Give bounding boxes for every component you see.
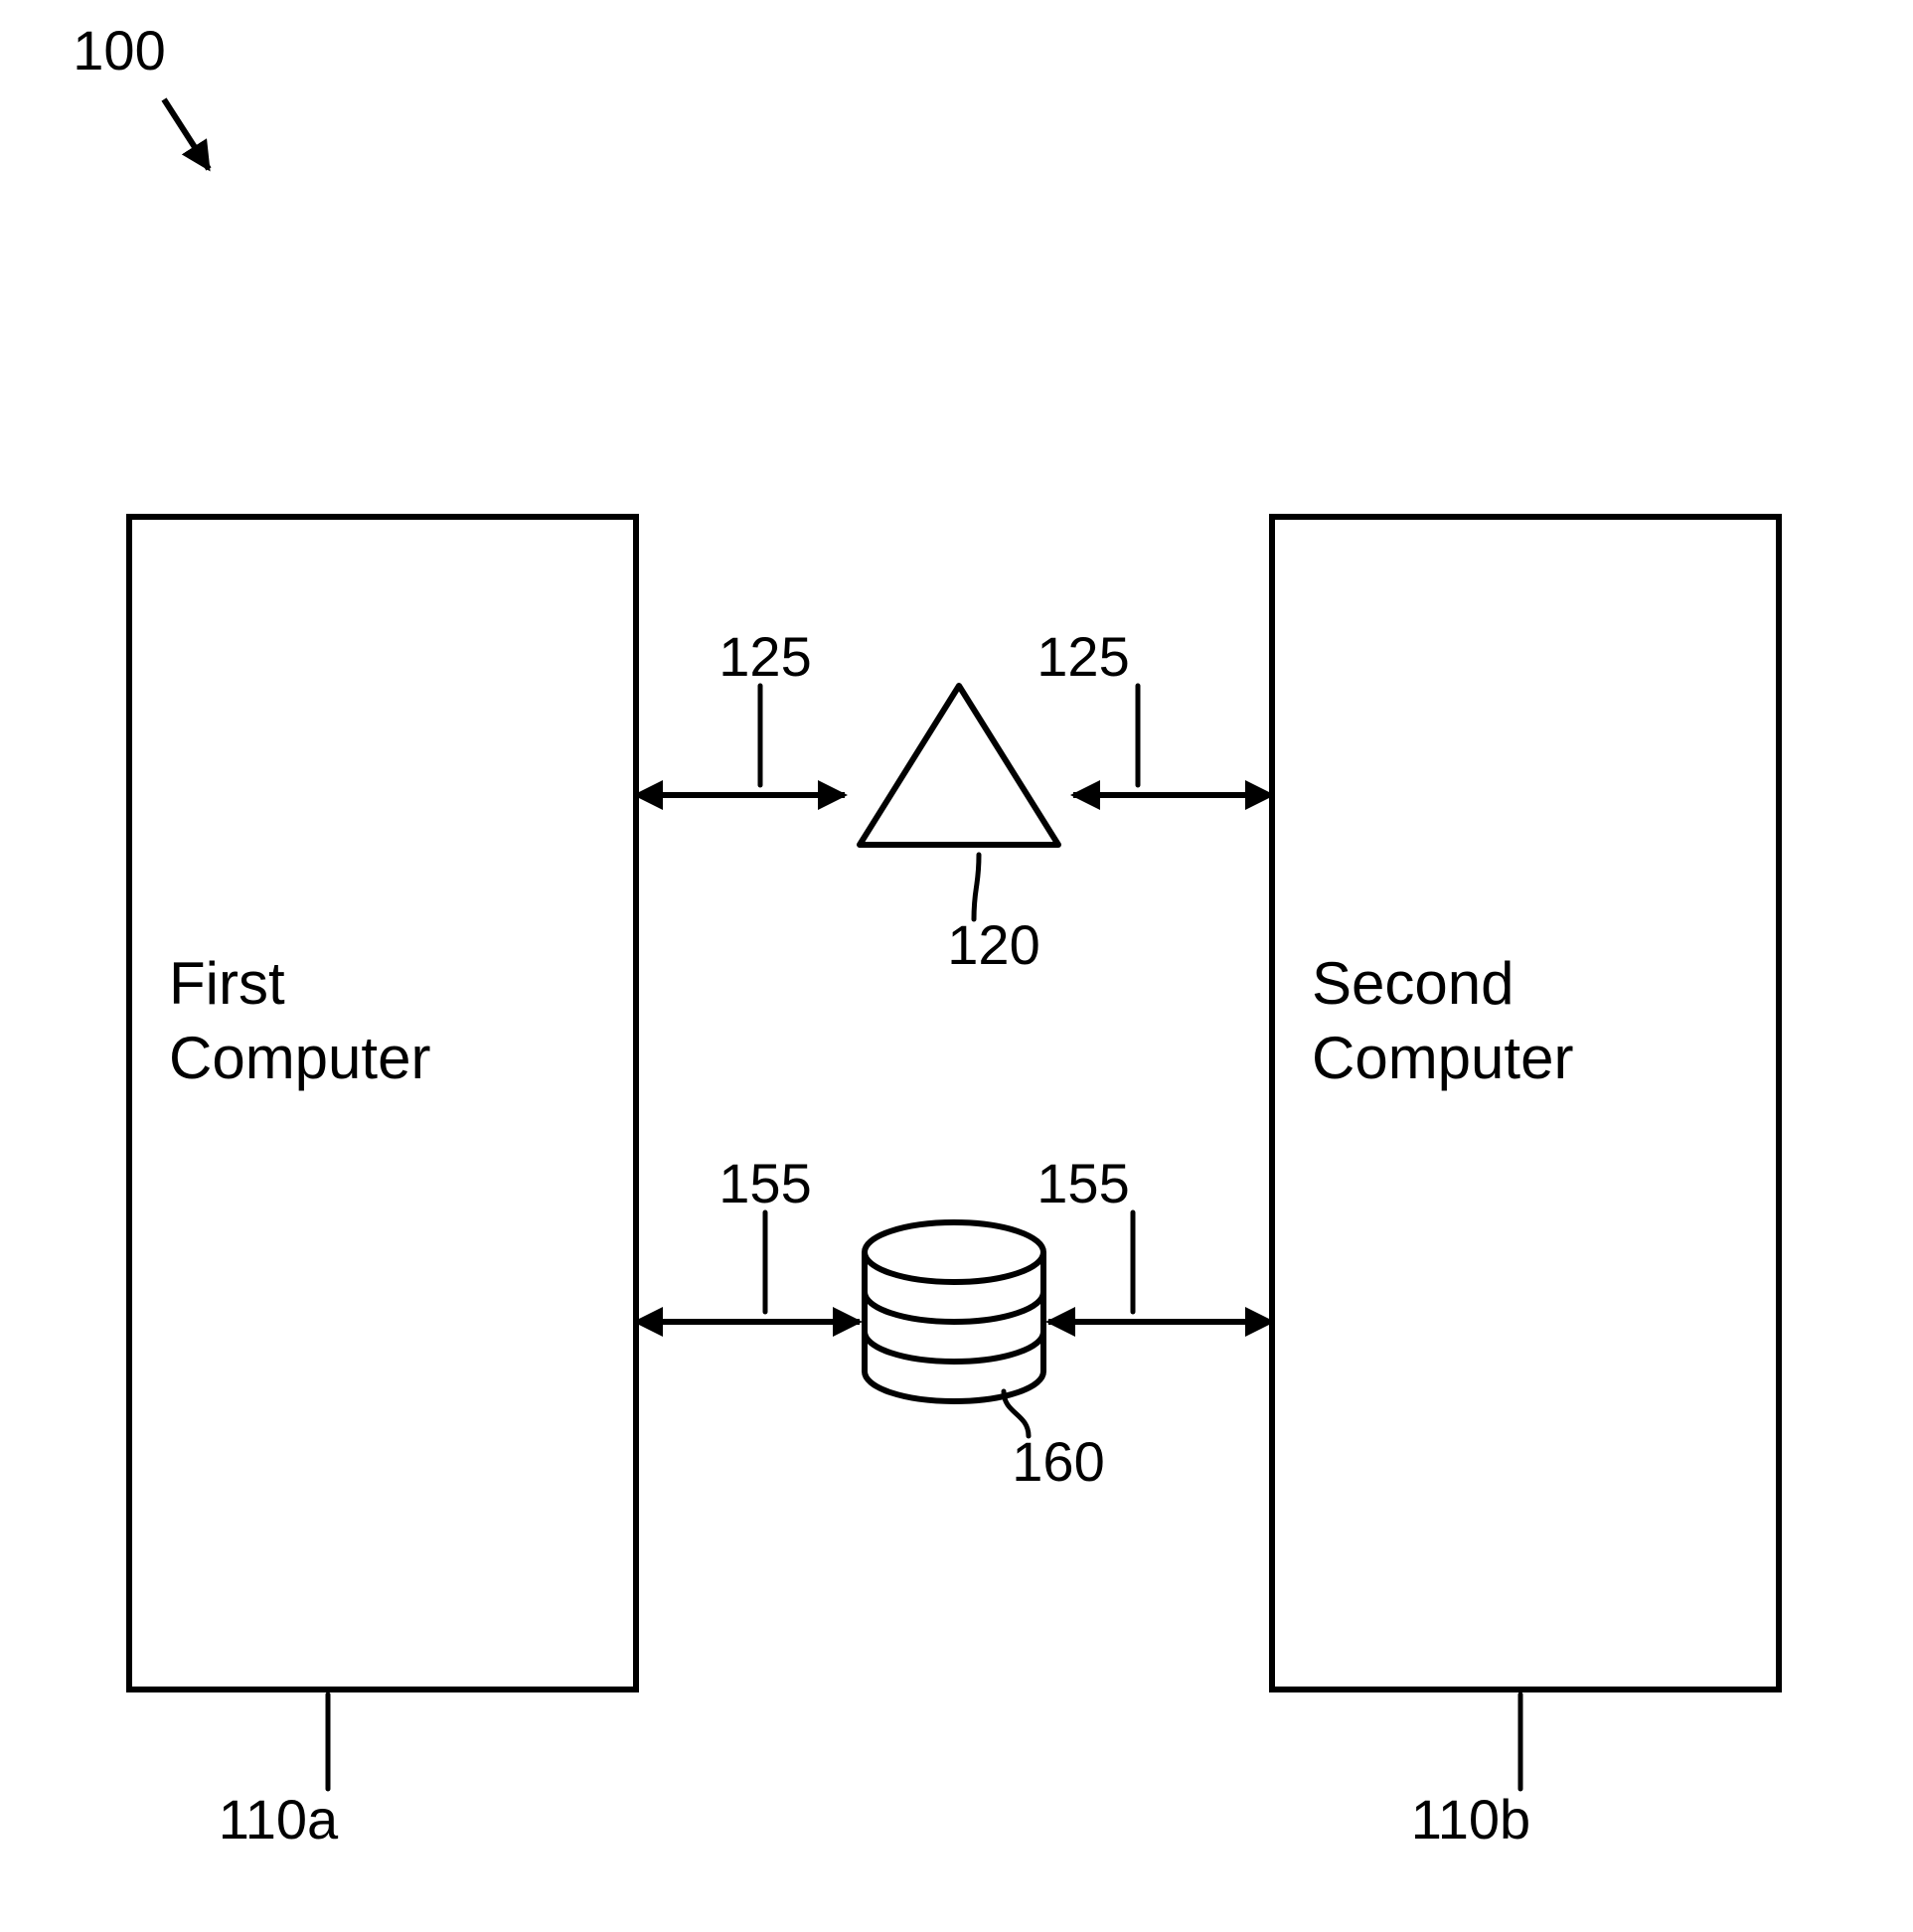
ref-155-left: 155 xyxy=(718,1152,811,1214)
ref-125-right: 125 xyxy=(1036,625,1129,688)
second-computer-box xyxy=(1272,517,1779,1690)
second-computer-label: Second xyxy=(1312,950,1514,1017)
database-ring xyxy=(865,1332,1043,1362)
database-ring xyxy=(865,1292,1043,1322)
first-computer-box xyxy=(129,517,636,1690)
ref-125-left: 125 xyxy=(718,625,811,688)
second-computer-label: Computer xyxy=(1312,1025,1573,1091)
figure-ref-label: 100 xyxy=(73,19,165,81)
figure-ref-arrow xyxy=(164,99,209,169)
database-bottom xyxy=(865,1371,1043,1401)
first-computer-label: First xyxy=(169,950,285,1017)
triangle-icon xyxy=(860,686,1058,845)
first-computer-label: Computer xyxy=(169,1025,430,1091)
database-top xyxy=(865,1222,1043,1282)
ref-110b: 110b xyxy=(1411,1788,1530,1851)
ref-120-hook xyxy=(974,855,979,919)
ref-160: 160 xyxy=(1012,1430,1104,1493)
ref-155-right: 155 xyxy=(1036,1152,1129,1214)
ref-110a: 110a xyxy=(219,1788,339,1851)
ref-120: 120 xyxy=(947,913,1039,976)
